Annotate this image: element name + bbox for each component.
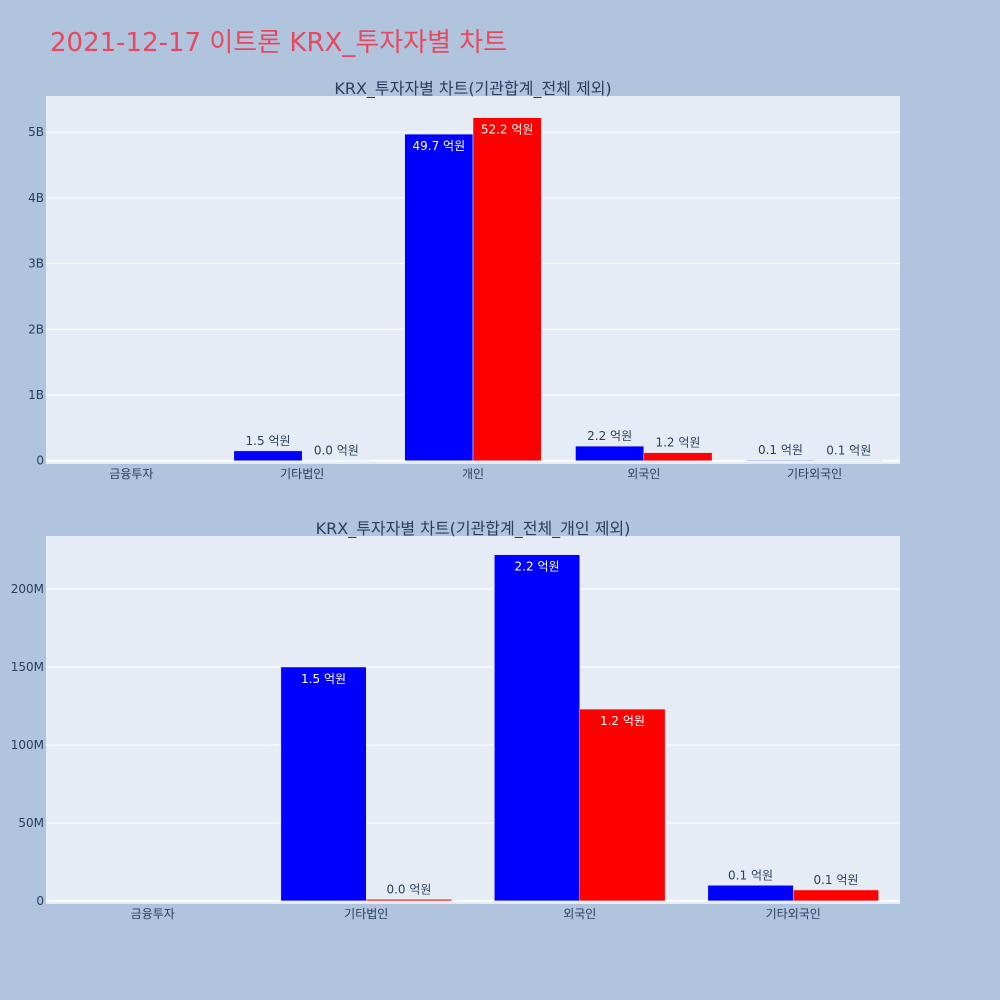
data-label: 0.1 억원 — [826, 443, 871, 457]
x-tick-label: 기타외국인 — [787, 467, 842, 481]
bar — [233, 450, 303, 461]
page-title: 2021-12-17 이트론 KRX_투자자별 차트 — [50, 28, 508, 58]
y-tick-label: 5B — [28, 125, 44, 139]
data-label: 49.7 억원 — [413, 139, 466, 153]
y-tick-label: 100M — [11, 738, 44, 752]
x-tick-label: 기타외국인 — [766, 907, 821, 921]
data-label: 1.5 억원 — [301, 672, 346, 686]
y-tick-label: 1B — [28, 388, 44, 402]
chart-title: KRX_투자자별 차트(기관합계_전체_개인 제외) — [316, 519, 631, 539]
bar — [472, 117, 542, 461]
x-tick-label: 외국인 — [563, 907, 596, 921]
y-tick-label: 200M — [11, 582, 44, 596]
y-tick-label: 2B — [28, 322, 44, 336]
bar — [494, 554, 581, 902]
x-tick-label: 기타법인 — [344, 907, 388, 921]
y-tick-label: 3B — [28, 257, 44, 271]
bar — [280, 666, 367, 902]
data-label: 0.1 억원 — [758, 443, 803, 457]
data-label: 1.2 억원 — [600, 714, 645, 728]
data-label: 2.2 억원 — [515, 560, 560, 574]
x-tick-label: 금융투자 — [109, 467, 153, 481]
x-tick-label: 외국인 — [627, 467, 660, 481]
bar — [746, 459, 815, 461]
chart-bottom: KRX_투자자별 차트(기관합계_전체_개인 제외) 0 50M 100M 150M 20… — [11, 519, 900, 921]
data-label: 52.2 억원 — [481, 123, 534, 137]
data-label: 2.2 억원 — [587, 429, 632, 443]
plot-area — [46, 536, 900, 904]
bar — [404, 133, 474, 461]
chart-top: KRX_투자자별 차트(기관합계_전체 제외) 0 1B 2B 3B 4B 5B 금융투자 기타… — [28, 79, 900, 481]
y-tick-label: 0 — [36, 454, 44, 468]
y-tick-label: 4B — [28, 191, 44, 205]
data-label: 1.2 억원 — [655, 436, 700, 450]
x-tick-label: 개인 — [462, 467, 484, 481]
chart-title: KRX_투자자별 차트(기관합계_전체 제외) — [334, 79, 611, 99]
x-tick-label: 기타법인 — [280, 467, 324, 481]
data-label: 0.1 억원 — [728, 868, 773, 882]
bar — [579, 708, 666, 902]
y-tick-label: 0 — [36, 894, 44, 908]
bar — [575, 445, 645, 461]
data-label: 0.1 억원 — [813, 873, 858, 887]
y-tick-label: 150M — [11, 660, 44, 674]
data-label: 0.0 억원 — [314, 444, 359, 458]
data-label: 0.0 억원 — [386, 882, 431, 896]
data-label: 1.5 억원 — [246, 434, 291, 448]
bar — [793, 889, 879, 902]
x-tick-label: 금융투자 — [131, 907, 175, 921]
bar — [643, 452, 713, 461]
y-tick-label: 50M — [18, 816, 44, 830]
bar — [707, 885, 794, 902]
bar — [366, 899, 452, 902]
